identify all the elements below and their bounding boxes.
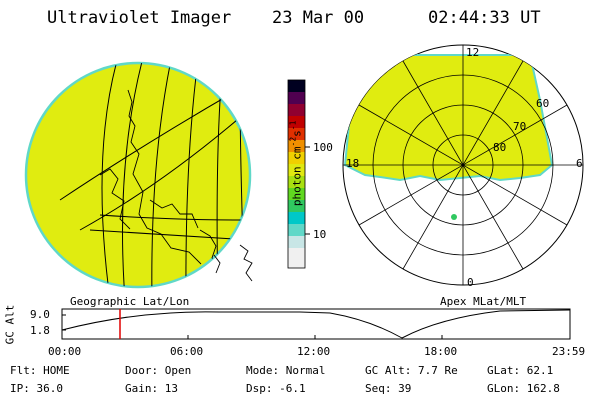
altitude-xtick-4: 23:59 xyxy=(552,345,586,358)
status-flt: Flt: HOME xyxy=(10,364,70,377)
polar-plot xyxy=(342,44,584,286)
altitude-xtick-3: 18:00 xyxy=(424,345,458,358)
polar-mlt-18: 18 xyxy=(346,157,360,170)
colorbar-tick-10: 10 xyxy=(313,228,327,241)
polar-auroral-fill xyxy=(343,54,554,182)
polar-mlt-0: 0 xyxy=(467,276,474,289)
altitude-xtick-0: 00:00 xyxy=(48,345,82,358)
polar-mlt-6: 6 xyxy=(576,157,583,170)
status-glon: GLon: 162.8 xyxy=(487,382,560,395)
polar-lat-60: 60 xyxy=(536,97,550,110)
colorbar-unit-label: photon cm-2s-1 xyxy=(288,120,304,207)
status-seq: Seq: 39 xyxy=(365,382,412,395)
altitude-ytick-bottom: 1.8 xyxy=(30,324,50,337)
altitude-xtick-2: 12:00 xyxy=(297,345,331,358)
colorbar-tick-100: 100 xyxy=(313,141,333,154)
status-mode: Mode: Normal xyxy=(246,364,326,377)
globe-label: Geographic Lat/Lon xyxy=(70,295,190,308)
altitude-curve xyxy=(61,309,571,339)
app-title: Ultraviolet Imager xyxy=(47,8,232,28)
colorbar xyxy=(287,79,310,269)
altitude-ylabel: GC Alt xyxy=(3,304,17,345)
status-ip: IP: 36.0 xyxy=(10,382,63,395)
globe-disk xyxy=(24,61,252,289)
geographic-globe xyxy=(24,61,253,289)
status-door: Door: Open xyxy=(125,364,192,377)
polar-mlt-12: 12 xyxy=(466,46,480,59)
altitude-ytick-top: 9.0 xyxy=(30,308,50,321)
polar-label: Apex MLat/MLT xyxy=(440,295,527,308)
status-gain: Gain: 13 xyxy=(125,382,178,395)
time-readout: 02:44:33 UT xyxy=(428,8,541,28)
altitude-plot xyxy=(61,308,571,340)
status-glat: GLat: 62.1 xyxy=(487,364,554,377)
status-gc-alt: GC Alt: 7.7 Re xyxy=(365,364,458,377)
polar-grid xyxy=(343,45,583,285)
date-readout: 23 Mar 00 xyxy=(272,8,365,28)
status-dsp: Dsp: -6.1 xyxy=(246,382,306,395)
altitude-xtick-1: 06:00 xyxy=(170,345,204,358)
polar-lat-70: 70 xyxy=(513,120,527,133)
polar-lat-80: 80 xyxy=(493,141,507,154)
